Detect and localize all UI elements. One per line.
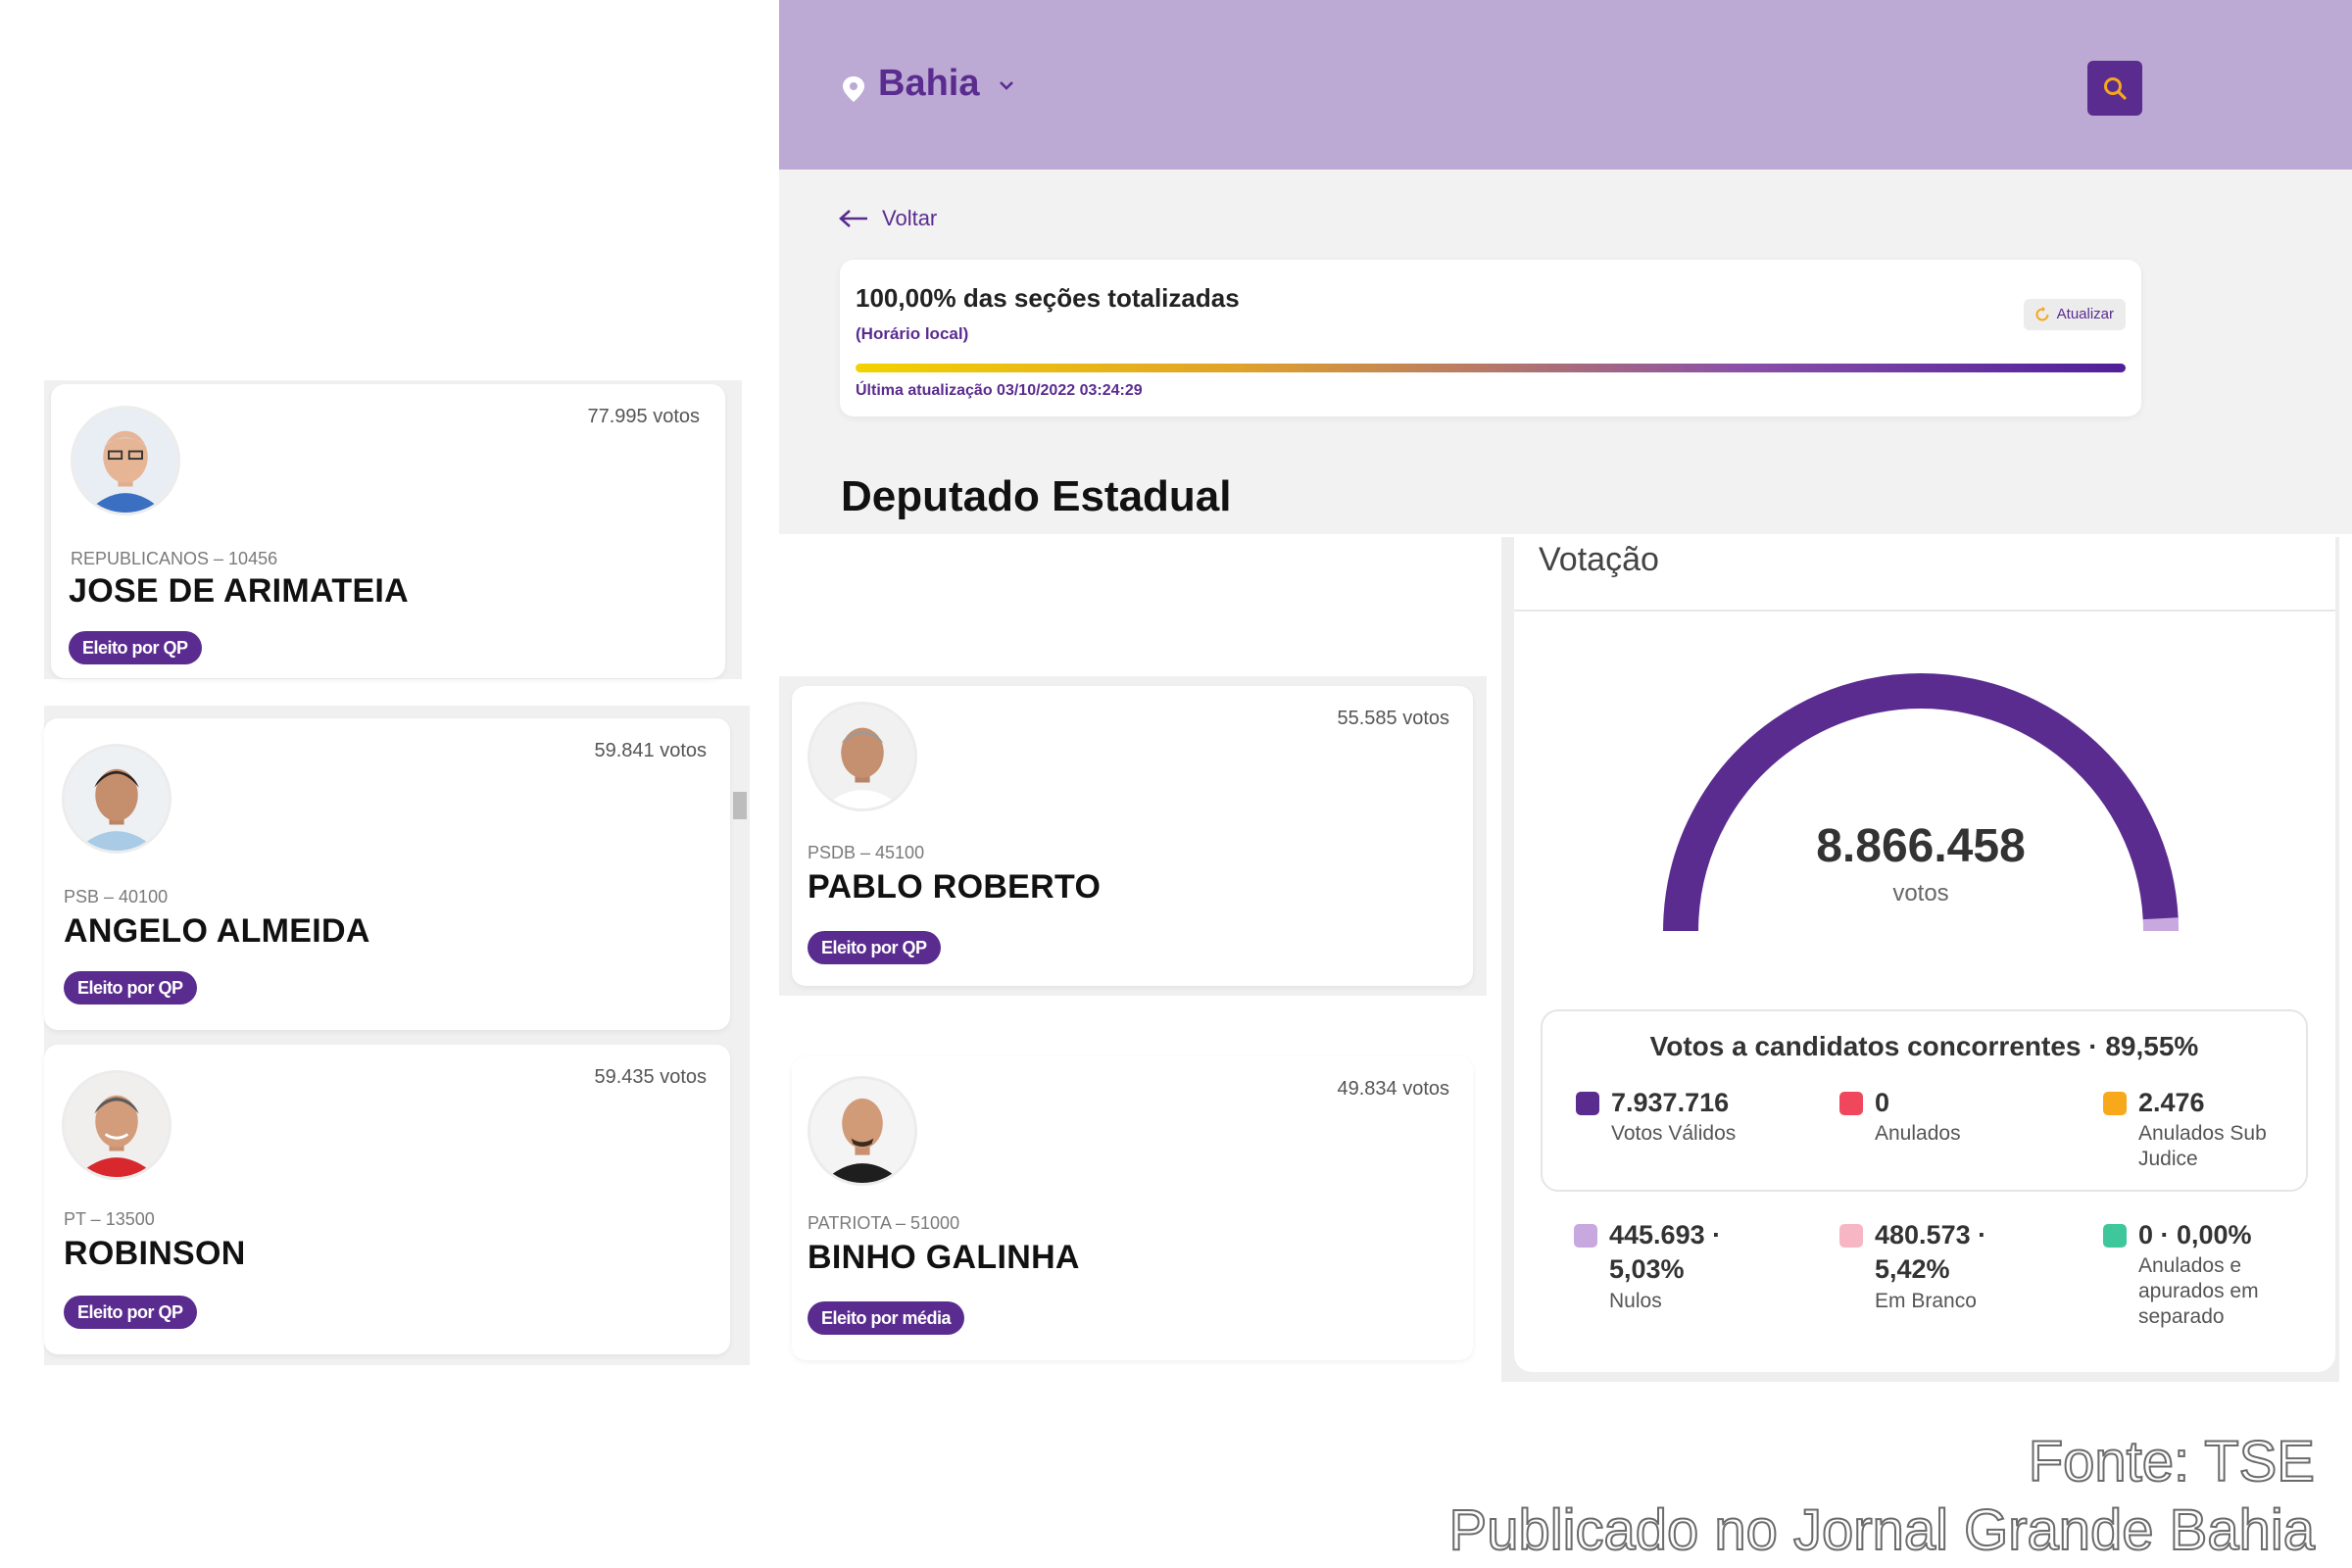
candidate-votes: 59.435 votos: [594, 1066, 707, 1088]
location-selector[interactable]: Bahia: [878, 63, 980, 104]
stat-label: Anulados: [1875, 1122, 1961, 1145]
stat-label: Anulados e apurados em separado: [2138, 1254, 2259, 1328]
legend-swatch: [1839, 1092, 1863, 1115]
elected-badge: Eleito por QP: [64, 971, 197, 1004]
legend-swatch: [1576, 1092, 1599, 1115]
last-update: Última atualização 03/10/2022 03:24:29: [856, 382, 1143, 399]
refresh-icon: [2035, 306, 2049, 321]
candidate-card-2[interactable]: 59.841 votos PSB – 40100 ANGELO ALMEIDA …: [44, 718, 730, 1030]
stat-label: Votos Válidos: [1611, 1122, 1737, 1145]
candidate-photo-3: [62, 1070, 172, 1180]
legend-swatch: [2103, 1224, 2127, 1248]
refresh-button[interactable]: Atualizar: [2023, 299, 2126, 330]
elected-badge: Eleito por QP: [808, 931, 941, 964]
publisher-credit: Publicado no Jornal Grande Bahia: [1448, 1497, 2316, 1563]
candidate-name: BINHO GALINHA: [808, 1239, 1080, 1276]
candidate-party: PT – 13500: [64, 1209, 155, 1229]
back-link[interactable]: Voltar: [882, 206, 938, 230]
elected-badge: Eleito por média: [808, 1301, 965, 1335]
concorrentes-title: Votos a candidatos concorrentes · 89,55%: [1649, 1031, 2199, 1061]
candidate-photo-5: [808, 1076, 917, 1186]
concorrentes-box: [1541, 1009, 2308, 1192]
search-icon: [2104, 77, 2127, 100]
totalization-title: 100,00% das seções totalizadas: [856, 283, 1240, 313]
stat-label: Em Branco: [1875, 1290, 1977, 1312]
candidate-party: PSB – 40100: [64, 887, 169, 906]
total-votes: 8.866.458: [1816, 820, 2026, 872]
votes-gauge: [1663, 673, 2180, 931]
progress-fill: [856, 364, 2126, 372]
candidate-votes: 55.585 votos: [1337, 708, 1449, 729]
legend-swatch: [1839, 1224, 1863, 1248]
scrollbar-thumb[interactable]: [733, 792, 747, 819]
candidate-card-1[interactable]: 77.995 votos REPUBLICANOS – 10456 JOSE D…: [51, 384, 725, 678]
stat-value: 0: [1875, 1088, 1890, 1117]
gauge-arc-nulos: [2142, 917, 2180, 931]
legend-swatch: [1574, 1224, 1597, 1248]
votacao-title: Votação: [1539, 541, 1659, 578]
search-button[interactable]: [2087, 61, 2142, 116]
stat-value: 480.573 · 5,42%: [1875, 1220, 1987, 1284]
candidate-party: REPUBLICANOS – 10456: [71, 549, 278, 568]
total-votes-unit: votos: [1892, 880, 1949, 906]
stat-label: Nulos: [1609, 1290, 1662, 1312]
chevron-down-icon[interactable]: [998, 78, 1015, 92]
candidate-name: ROBINSON: [64, 1235, 246, 1272]
candidate-card-4[interactable]: 55.585 votos PSDB – 45100 PABLO ROBERTO …: [792, 686, 1473, 986]
legend-swatch: [2103, 1092, 2127, 1115]
candidate-votes: 77.995 votos: [587, 406, 700, 427]
candidate-photo-4: [808, 702, 917, 811]
candidate-card-3[interactable]: 59.435 votos PT – 13500 ROBINSON Eleito …: [44, 1045, 730, 1354]
stat-value: 445.693 · 5,03%: [1609, 1220, 1722, 1284]
votacao-divider: [1514, 610, 2335, 612]
candidate-name: PABLO ROBERTO: [808, 868, 1102, 906]
local-time-note: (Horário local): [856, 324, 969, 343]
page-title: Deputado Estadual: [841, 472, 1232, 520]
candidate-name: ANGELO ALMEIDA: [64, 912, 370, 950]
map-pin-icon: [843, 76, 864, 102]
totalization-status-card: 100,00% das seções totalizadas (Horário …: [840, 260, 2141, 416]
stat-value: 0 · 0,00%: [2138, 1220, 2252, 1250]
arrow-left-icon[interactable]: [838, 208, 869, 229]
candidate-votes: 49.834 votos: [1337, 1078, 1449, 1100]
refresh-label: Atualizar: [2056, 306, 2114, 322]
candidate-party: PATRIOTA – 51000: [808, 1213, 960, 1233]
candidate-votes: 59.841 votos: [594, 740, 707, 761]
elected-badge: Eleito por QP: [69, 631, 202, 664]
candidate-party: PSDB – 45100: [808, 843, 925, 862]
source-credit: Fonte: TSE: [2028, 1429, 2316, 1494]
stat-label: Anulados Sub Judice: [2138, 1122, 2267, 1170]
candidate-card-5[interactable]: 49.834 votos PATRIOTA – 51000 BINHO GALI…: [792, 1056, 1473, 1360]
totalization-progress-bar: [856, 364, 2126, 372]
stat-value: 2.476: [2138, 1088, 2205, 1117]
stat-value: 7.937.716: [1611, 1088, 1730, 1117]
elected-badge: Eleito por QP: [64, 1296, 197, 1329]
candidate-name: JOSE DE ARIMATEIA: [69, 572, 410, 610]
gauge-arc-validos: [1663, 673, 2179, 931]
candidate-photo-2: [62, 744, 172, 854]
candidate-photo-1: [71, 406, 180, 515]
